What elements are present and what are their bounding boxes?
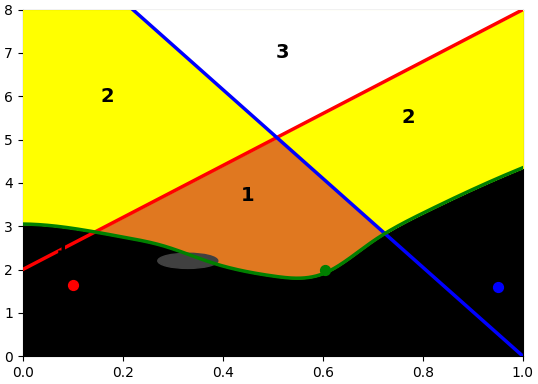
Text: 2: 2 <box>101 87 115 106</box>
Text: 1: 1 <box>56 238 69 257</box>
Point <box>321 267 330 273</box>
Text: 1: 1 <box>241 186 254 205</box>
Text: 3: 3 <box>276 43 289 63</box>
Point <box>68 281 77 288</box>
Text: 1: 1 <box>456 260 470 279</box>
Ellipse shape <box>158 253 218 268</box>
Point <box>493 284 502 290</box>
Text: 2: 2 <box>401 108 415 127</box>
